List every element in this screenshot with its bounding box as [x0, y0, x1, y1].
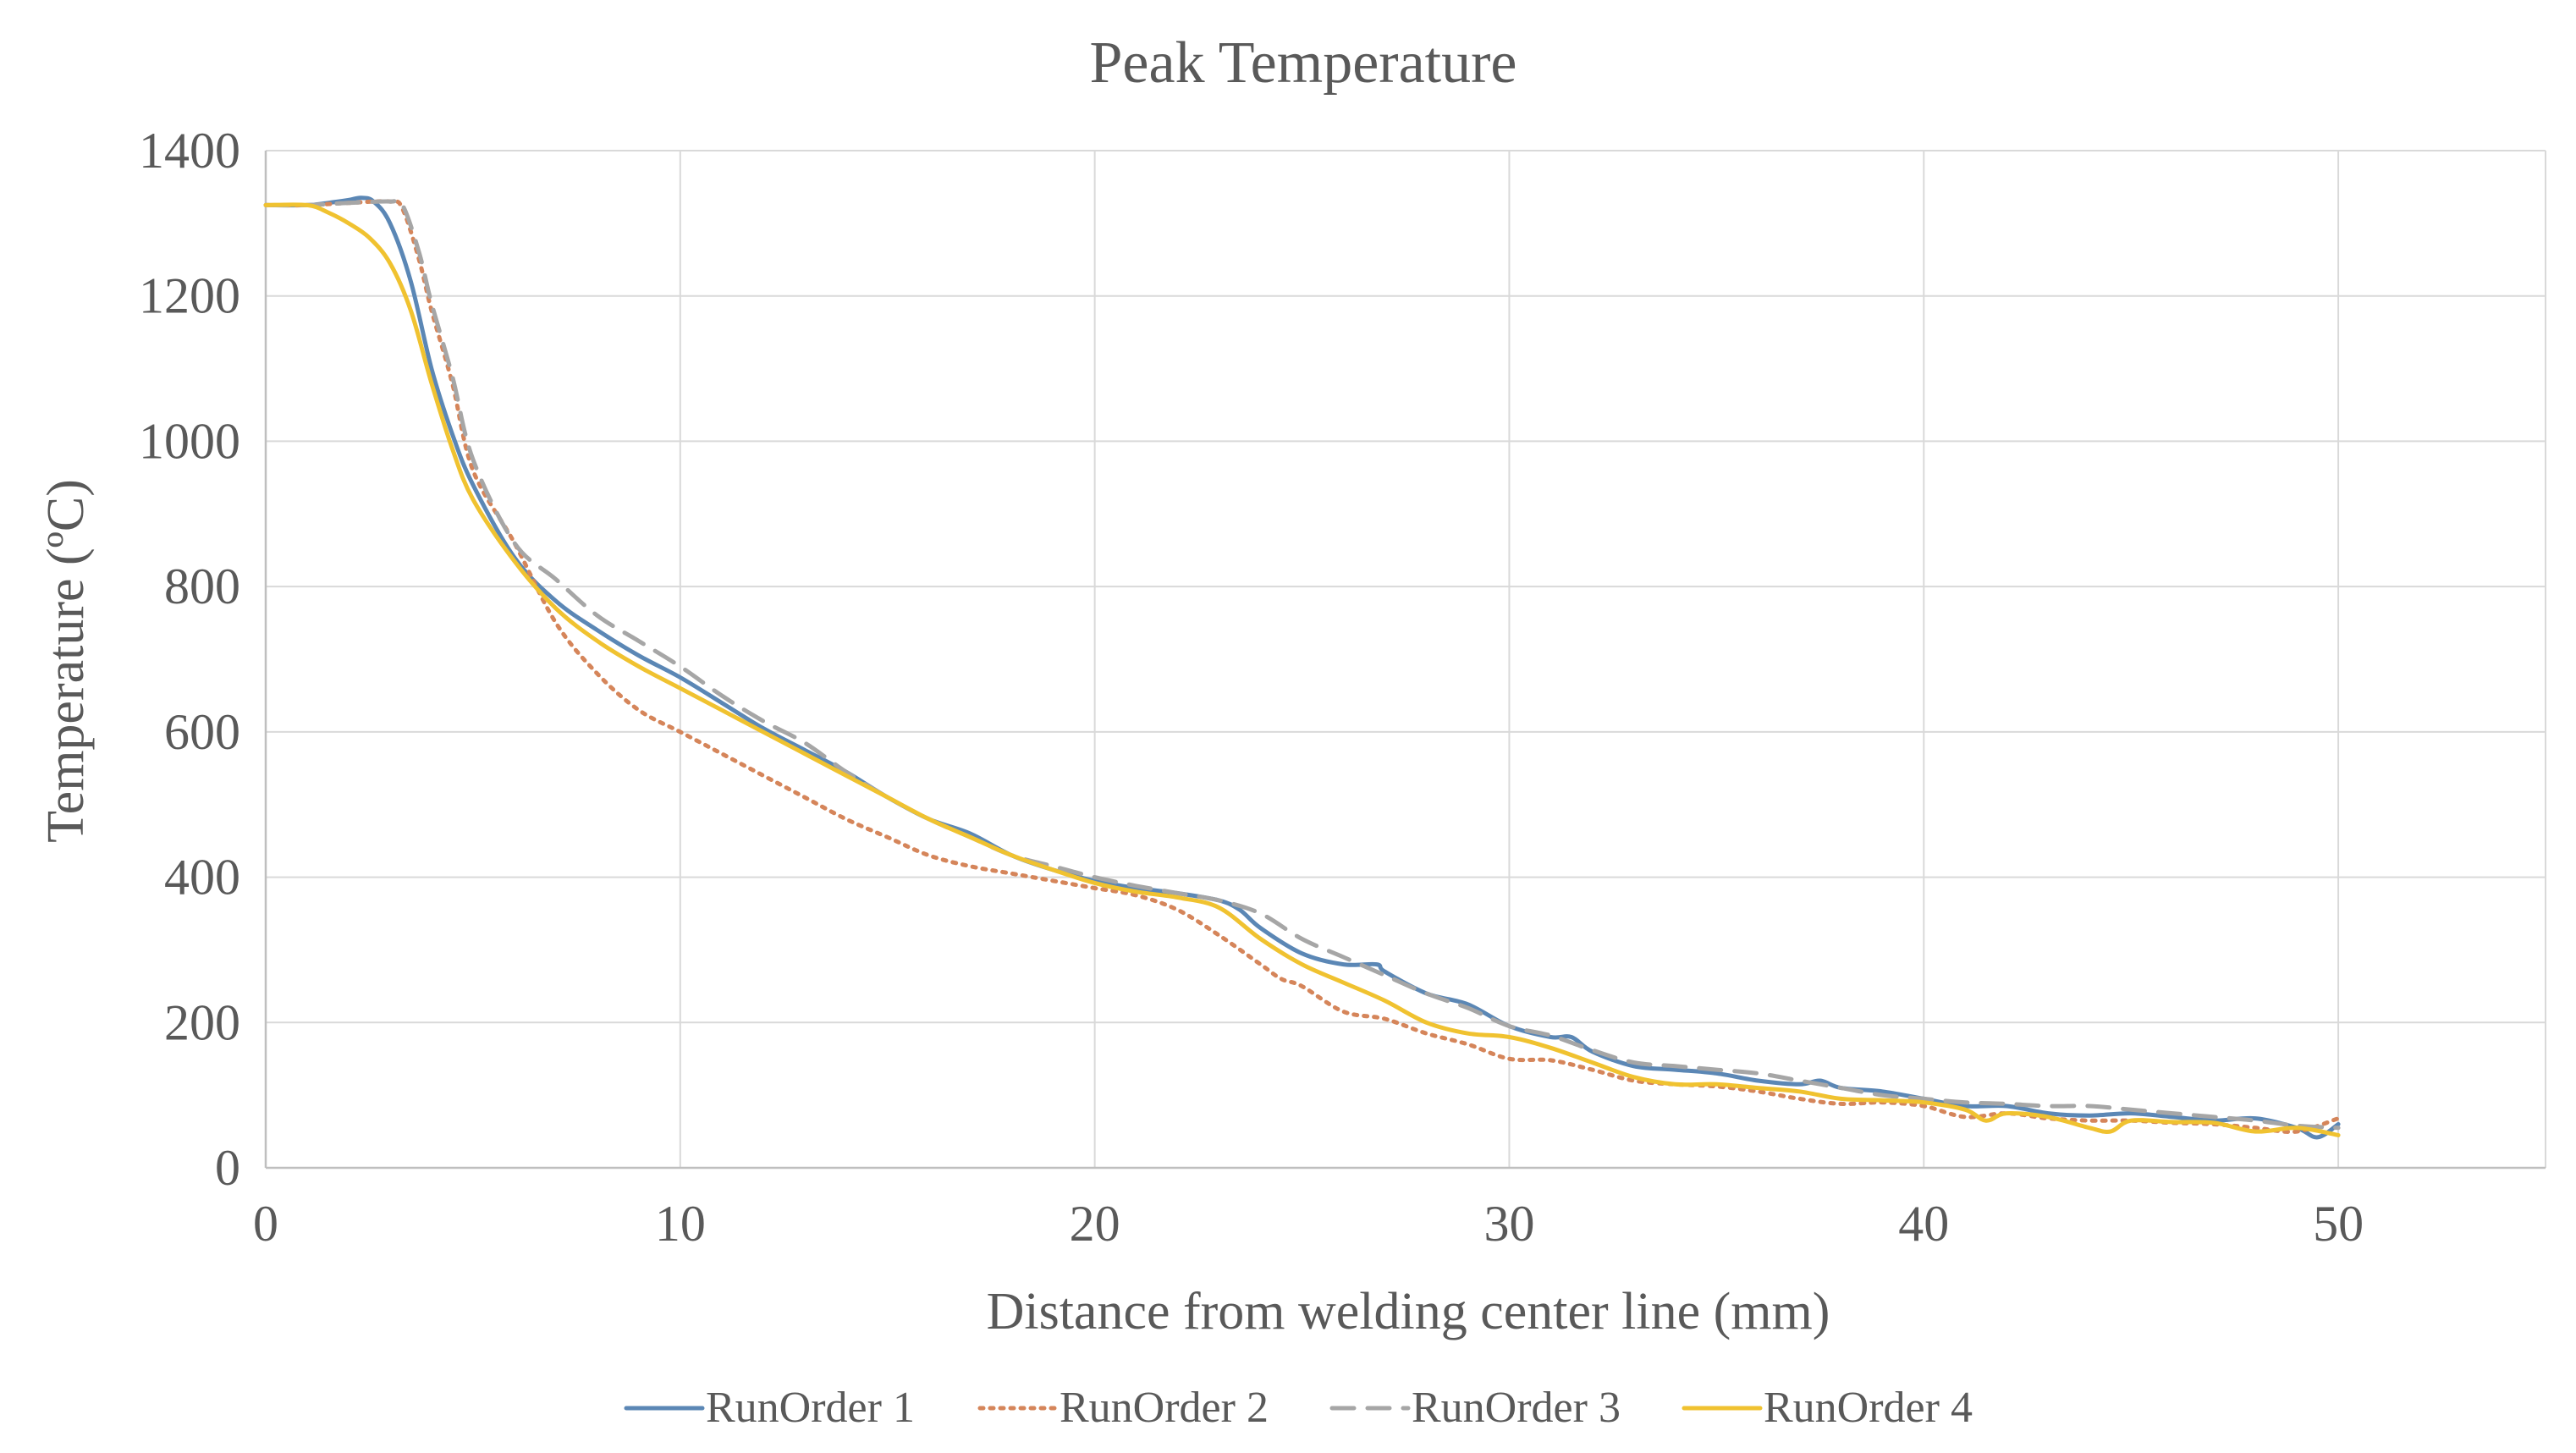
y-tick-label: 200 [164, 994, 240, 1050]
legend-label: RunOrder 3 [1412, 1384, 1621, 1432]
gridlines [266, 150, 2546, 1168]
chart-title: Peak Temperature [1090, 30, 1517, 96]
y-tick-label: 1200 [139, 268, 240, 324]
y-tick-label: 0 [215, 1140, 240, 1196]
x-tick-label: 40 [1898, 1196, 1949, 1252]
x-tick-label: 20 [1070, 1196, 1120, 1252]
x-axis-label: Distance from welding center line (mm) [987, 1283, 1830, 1340]
x-tick-label: 30 [1483, 1196, 1534, 1252]
data-series [263, 195, 2341, 1140]
x-tick-label: 10 [655, 1196, 706, 1252]
legend-item-runorder-3: RunOrder 3 [1329, 1384, 1621, 1432]
legend-item-runorder-4: RunOrder 4 [1682, 1384, 1973, 1432]
legend-item-runorder-2: RunOrder 2 [977, 1384, 1269, 1432]
legend-item-runorder-1: RunOrder 1 [624, 1384, 915, 1432]
y-tick-label: 800 [164, 559, 240, 614]
tick-labels: 0 200 400 600 800 1000 1200 1400 0 10 20 30 40 50 [139, 123, 2364, 1252]
y-tick-label: 400 [164, 850, 240, 905]
y-tick-label: 1000 [139, 413, 240, 469]
legend-label: RunOrder 4 [1764, 1384, 1973, 1432]
series-line-runorder-4 [263, 202, 2341, 1137]
legend: RunOrder 1 RunOrder 2 RunOrder 3 RunOrder 4 [624, 1384, 1973, 1432]
legend-label: RunOrder 1 [706, 1384, 915, 1432]
series-line-runorder-1 [263, 195, 2341, 1140]
x-tick-label: 0 [253, 1196, 278, 1252]
y-tick-label: 1400 [139, 123, 240, 179]
series-line-runorder-3 [263, 198, 2341, 1131]
y-axis-label: Temperature (ºC) [37, 479, 95, 843]
axes [264, 151, 2546, 1170]
y-tick-label: 600 [164, 704, 240, 760]
x-tick-label: 50 [2313, 1196, 2364, 1252]
legend-label: RunOrder 2 [1060, 1384, 1269, 1432]
